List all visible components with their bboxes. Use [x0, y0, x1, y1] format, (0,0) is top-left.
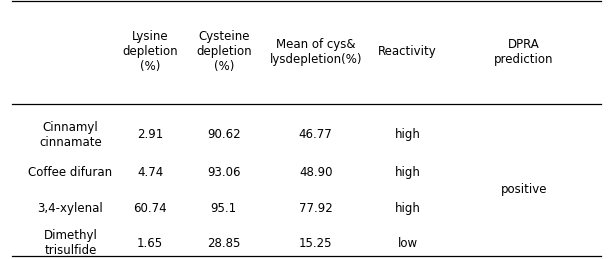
Text: 95.1: 95.1 — [211, 202, 237, 215]
Text: Cinnamyl
cinnamate: Cinnamyl cinnamate — [39, 121, 102, 149]
Text: Dimethyl
trisulfide: Dimethyl trisulfide — [44, 229, 97, 257]
Text: 28.85: 28.85 — [207, 237, 240, 250]
Text: Reactivity: Reactivity — [378, 45, 437, 58]
Text: 48.90: 48.90 — [299, 166, 332, 179]
Text: 2.91: 2.91 — [137, 128, 163, 141]
Text: positive: positive — [501, 183, 547, 196]
Text: DPRA
prediction: DPRA prediction — [494, 38, 554, 66]
Text: high: high — [395, 166, 421, 179]
Text: 15.25: 15.25 — [299, 237, 332, 250]
Text: Lysine
depletion
(%): Lysine depletion (%) — [123, 30, 178, 73]
Text: low: low — [398, 237, 417, 250]
Text: Coffee difuran: Coffee difuran — [28, 166, 113, 179]
Text: 1.65: 1.65 — [137, 237, 163, 250]
Text: 4.74: 4.74 — [137, 166, 163, 179]
Text: high: high — [395, 202, 421, 215]
Text: 90.62: 90.62 — [207, 128, 240, 141]
Text: Cysteine
depletion
(%): Cysteine depletion (%) — [196, 30, 251, 73]
Text: high: high — [395, 128, 421, 141]
Text: Mean of cys&
lysdepletion(%): Mean of cys& lysdepletion(%) — [270, 38, 362, 66]
Text: 77.92: 77.92 — [299, 202, 333, 215]
Text: 46.77: 46.77 — [299, 128, 333, 141]
Text: 60.74: 60.74 — [134, 202, 167, 215]
Text: 93.06: 93.06 — [207, 166, 240, 179]
Text: 3,4-xylenal: 3,4-xylenal — [37, 202, 104, 215]
